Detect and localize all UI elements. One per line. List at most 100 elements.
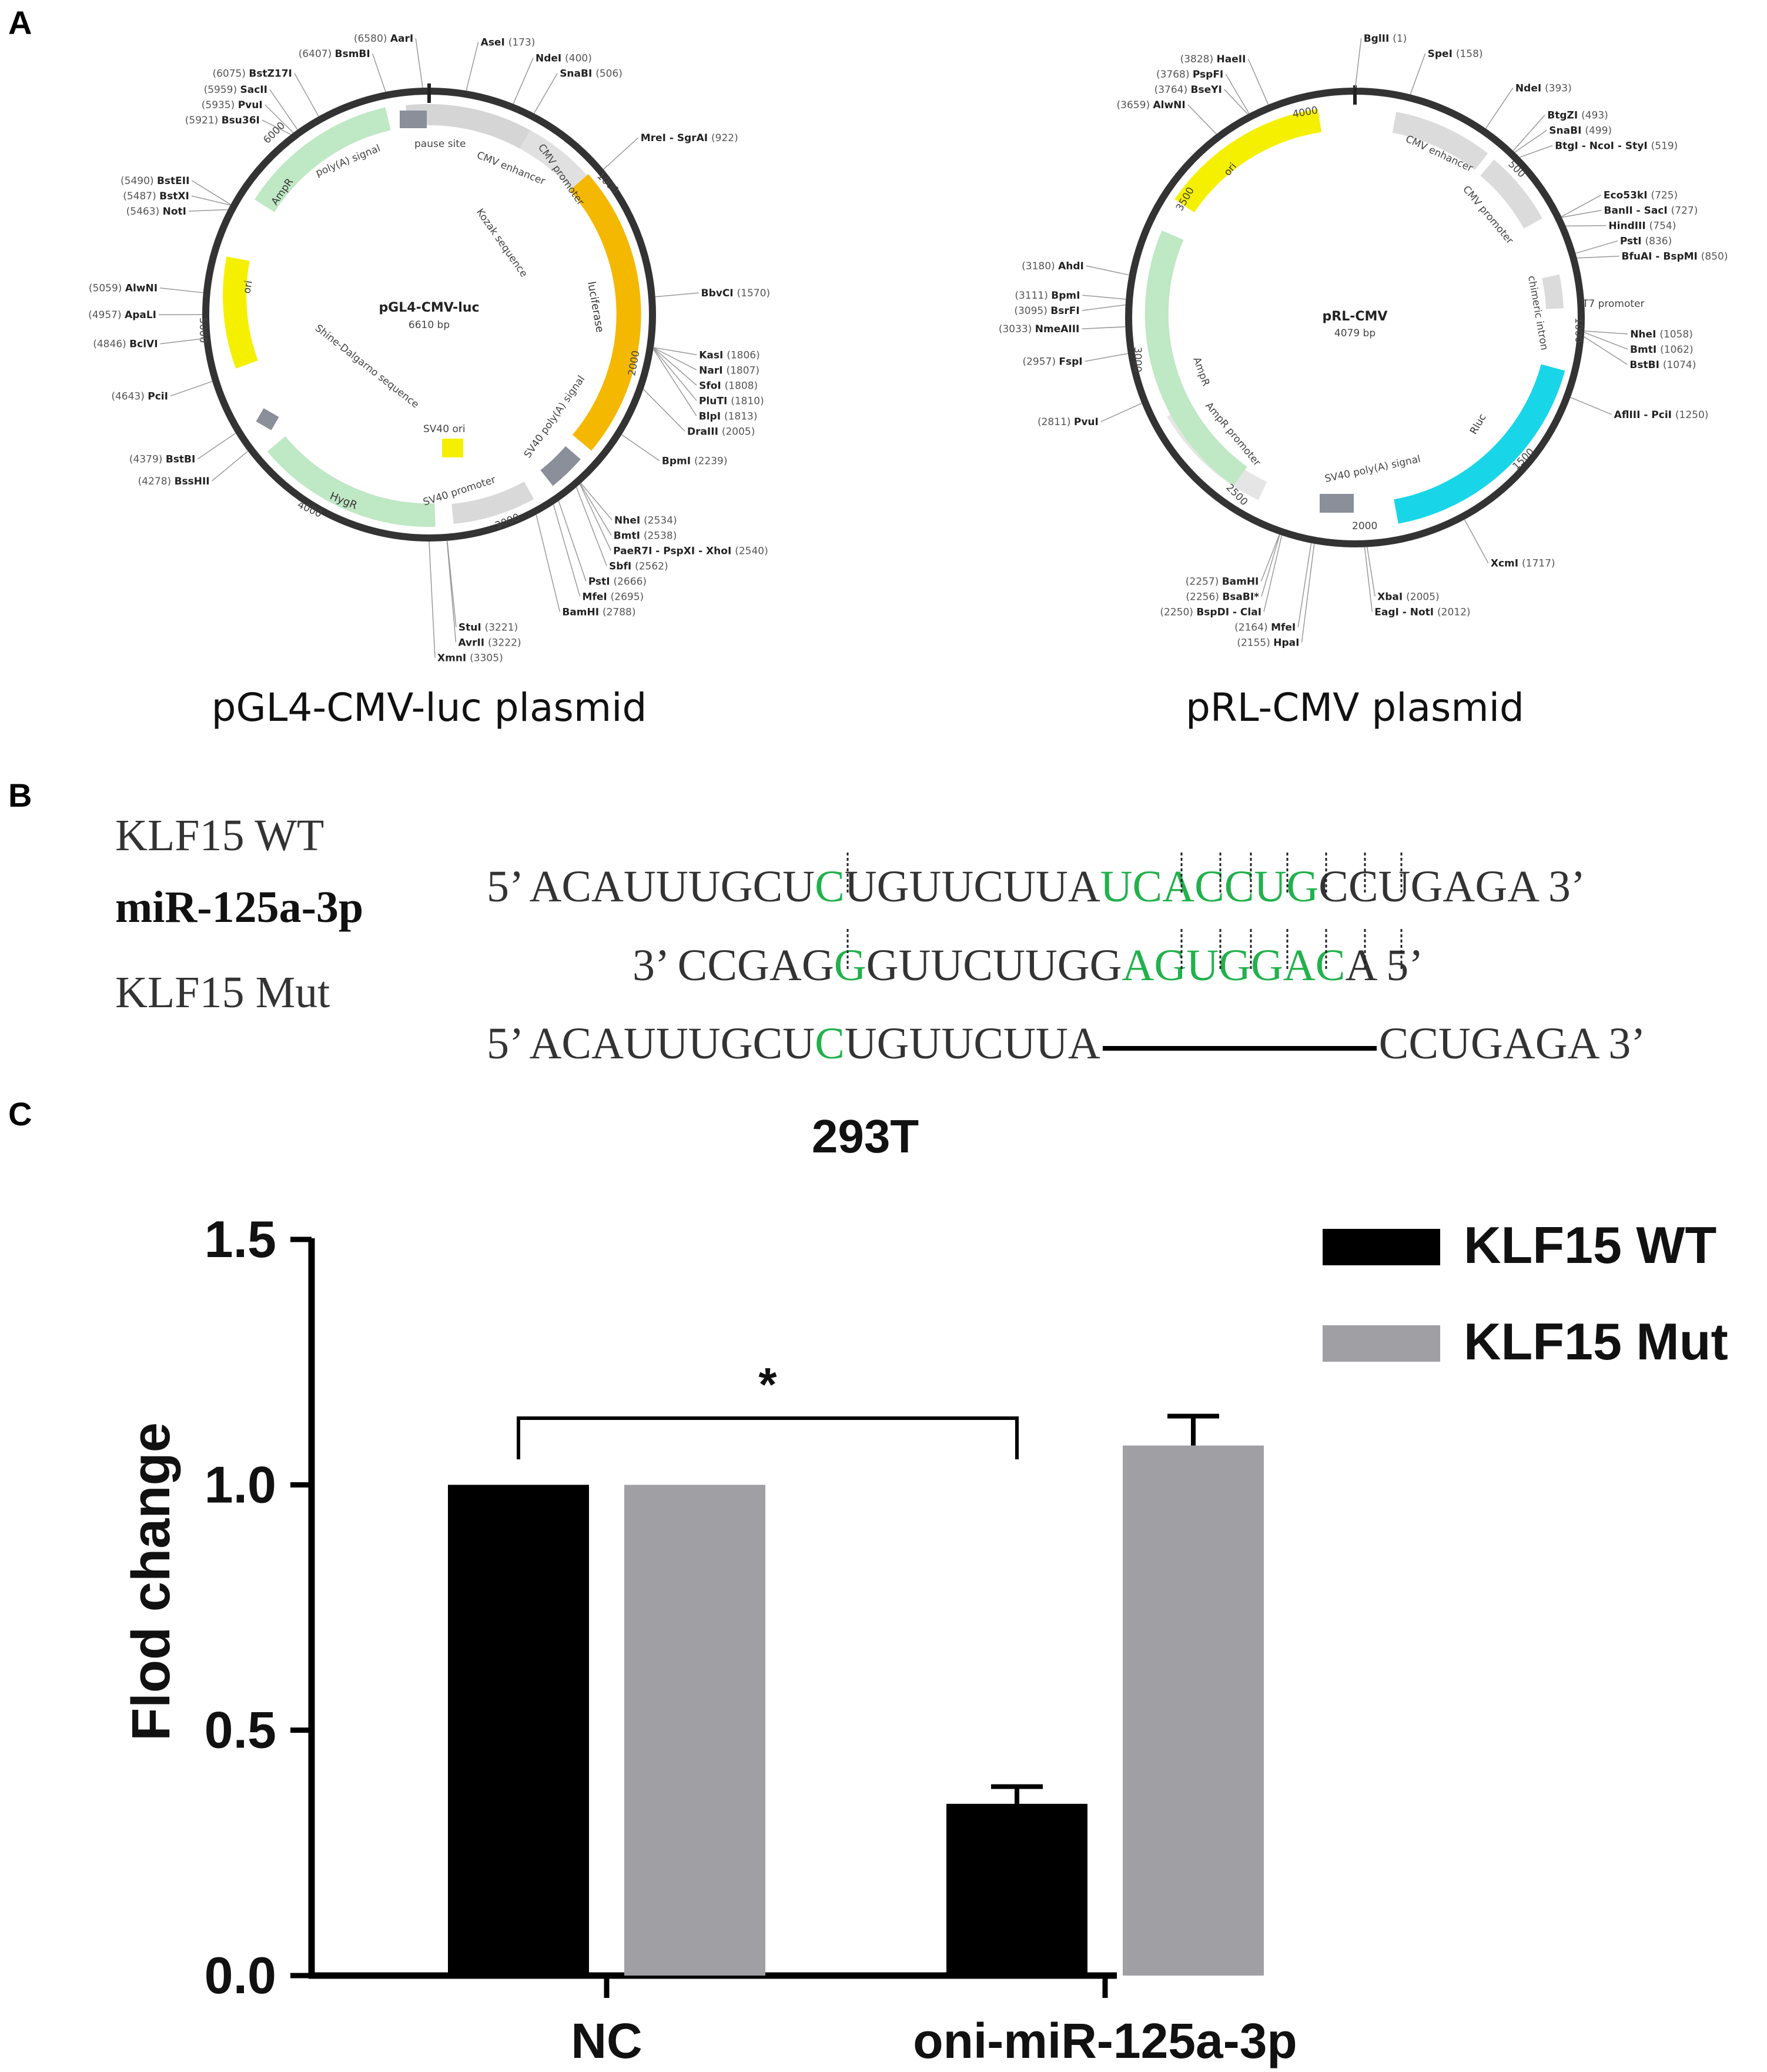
y-tick-label: 1.0 (205, 1455, 276, 1513)
legend-label: KLF15 WT (1464, 1216, 1716, 1274)
feature-cmv-promoter (1480, 159, 1542, 229)
restriction-site-label: AseI (173) (481, 36, 536, 48)
site-leader-line (1085, 353, 1128, 362)
panel-label-a: A (8, 4, 32, 41)
restriction-site-label: (2164) MfeI (1234, 622, 1296, 634)
restriction-site-label: NdeI (393) (1515, 82, 1572, 94)
site-leader-line (188, 209, 228, 212)
restriction-site-label: (6580) AarI (354, 33, 413, 45)
panel-label-b: B (8, 777, 32, 814)
site-leader-line (446, 540, 457, 643)
seq-segment: CCUGAGA 3’ (1378, 1019, 1646, 1068)
restriction-site-label: SbfI (2562) (609, 560, 668, 572)
site-leader-line (1260, 534, 1280, 582)
feature-luciferase (570, 174, 641, 451)
restriction-site-label: (3180) AhdI (1022, 260, 1084, 272)
site-leader-line (160, 338, 204, 345)
bar (624, 1485, 765, 1976)
site-leader-line (1561, 195, 1602, 218)
tick-label: 5000 (197, 318, 209, 343)
restriction-site-label: AflIII - PciI (1250) (1614, 409, 1709, 421)
site-leader-line (265, 104, 294, 133)
seq-mir: 3’ CCGAGGGUUCUUGGAGUGGACA 5’ (588, 889, 1424, 1042)
feature-hygr (267, 436, 436, 527)
restriction-site-label: XmnI (3305) (437, 652, 503, 664)
seq-highlight: C (815, 862, 845, 911)
restriction-site-label: BanII - SacI (727) (1604, 205, 1698, 217)
feature-rluc (1394, 364, 1565, 524)
site-leader-line (1577, 255, 1619, 259)
feature-cmv-enhancer (1392, 112, 1488, 171)
feature-sv40-ori (442, 439, 463, 457)
seq-highlight: C (815, 1019, 845, 1068)
site-leader-line (1584, 330, 1628, 335)
restriction-site-label: BtgZI (493) (1547, 110, 1608, 122)
site-leader-line (653, 347, 697, 356)
feature-ampr (1144, 230, 1247, 486)
restriction-site-label: XcmI (1717) (1491, 558, 1555, 570)
restriction-site-label: PstI (836) (1620, 236, 1672, 248)
restriction-site-label: (3764) BseYI (1154, 84, 1222, 96)
restriction-site-label: (5490) BstEII (121, 175, 189, 187)
restriction-site-label: DraIII (2005) (687, 426, 755, 437)
restriction-site-label: BamHI (2788) (562, 606, 635, 618)
restriction-site-label: BtgI - NcoI - StyI (519) (1555, 141, 1678, 152)
plasmid-caption-pgl4: pGL4-CMV-luc plasmid (211, 685, 647, 730)
restriction-site-label: (2256) BsaBI* (1186, 591, 1259, 603)
site-leader-line (1100, 403, 1142, 422)
site-leader-line (1485, 87, 1514, 129)
site-leader-line (1225, 73, 1250, 114)
restriction-site-label: HindIII (754) (1608, 220, 1676, 232)
site-leader-line (655, 292, 699, 298)
seq-highlight: UCACCUG (1100, 862, 1319, 911)
site-leader-line (1512, 115, 1545, 151)
restriction-site-label: SpeI (158) (1428, 48, 1483, 60)
site-leader-line (653, 347, 697, 371)
site-leader-line (652, 349, 697, 416)
site-leader-line (197, 433, 236, 460)
feature-label: ori (241, 280, 255, 295)
restriction-site-label: SnaBI (506) (560, 68, 623, 80)
restriction-site-label: (2250) BspDI - ClaI (1160, 607, 1261, 619)
restriction-site-label: NdeI (400) (536, 53, 592, 65)
restriction-site-label: SnaBI (499) (1549, 125, 1612, 137)
site-leader-line (1520, 145, 1553, 158)
y-tick-label: 0.5 (205, 1701, 276, 1759)
plasmid-size: 4079 bp (1334, 327, 1376, 339)
restriction-site-label: (5487) BstXI (123, 191, 189, 202)
site-leader-line (1464, 519, 1489, 563)
restriction-site-label: (5935) PvuI (202, 99, 263, 111)
restriction-site-label: (2811) PvuI (1038, 416, 1099, 428)
site-leader-line (575, 487, 607, 566)
feature-label: SV40 ori (423, 423, 466, 435)
feature-sv40-promoter (451, 481, 534, 524)
seq-segment: 5’ ACAUUUGCU (487, 862, 815, 911)
feature-label: T7 promoter (1582, 298, 1645, 310)
panel-label-c: C (8, 1095, 32, 1132)
site-leader-line (294, 73, 319, 117)
significance-bracket (517, 1416, 1019, 1459)
legend-swatch (1323, 1325, 1440, 1362)
restriction-site-label: (2155) HpaI (1237, 637, 1299, 649)
restriction-site-label: BglII (1) (1364, 33, 1407, 45)
seq-segment: 3’ CCGAG (632, 941, 834, 990)
site-leader-line (170, 380, 213, 397)
feature-sv40-polya (540, 446, 581, 486)
site-leader-line (558, 500, 587, 582)
feature-cmv-promoter (520, 130, 587, 190)
restriction-site-label: (5921) Bsu36I (185, 115, 260, 126)
site-leader-line (621, 434, 660, 462)
site-leader-line (1187, 104, 1217, 135)
y-axis-label: Flod change (121, 1422, 181, 1741)
restriction-site-label: SfoI (1808) (699, 380, 758, 392)
seq-segment: CCUGAGA 3’ (1318, 862, 1586, 911)
restriction-site-label: BmtI (2538) (614, 530, 677, 542)
restriction-sites: BglII (1) SpeI (158) NdeI (393) BtgZI (493)… (999, 33, 1728, 649)
seq-segment: UGUUCUUA (844, 1019, 1100, 1068)
seq-mut: 5’ ACAUUUGCUCUGUUCUUA CCUGAGA 3’ (442, 967, 1646, 1121)
site-leader-line (1261, 534, 1280, 597)
plasmid-caption-prl: pRL-CMV plasmid (1186, 685, 1524, 730)
plasmid-size: 6610 bp (409, 319, 450, 331)
restriction-site-label: (3095) BsrFI (1014, 305, 1079, 317)
